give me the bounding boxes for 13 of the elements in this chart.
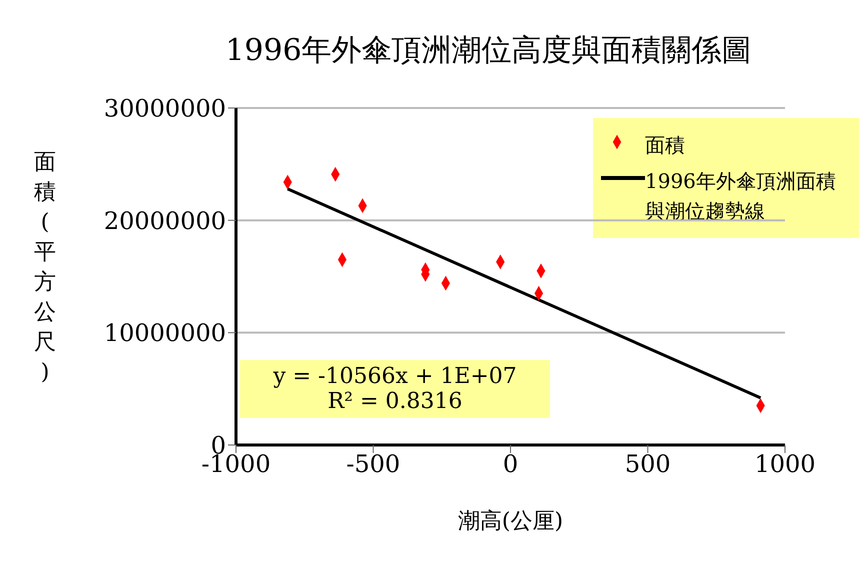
y-tick-label: 30000000 (104, 94, 226, 123)
chart-title: 1996年外傘頂洲潮位高度與面積關係圖 (224, 32, 753, 70)
y-tick-label: 10000000 (104, 319, 226, 348)
y-tick-label: 20000000 (104, 206, 226, 235)
legend-label: 面積 (645, 132, 685, 159)
x-tick-label: -500 (346, 450, 400, 478)
x-axis-title: 潮高(公厘) (458, 509, 564, 534)
annotation: y = -10566x + 1E+07 (272, 364, 518, 389)
annotation: R² = 0.8316 (326, 389, 464, 414)
y-axis-title: 面積(平方公尺) (33, 149, 57, 387)
x-tick-label: 0 (502, 450, 518, 478)
x-tick-label: 500 (624, 450, 671, 478)
x-tick-label: 1000 (754, 450, 816, 478)
